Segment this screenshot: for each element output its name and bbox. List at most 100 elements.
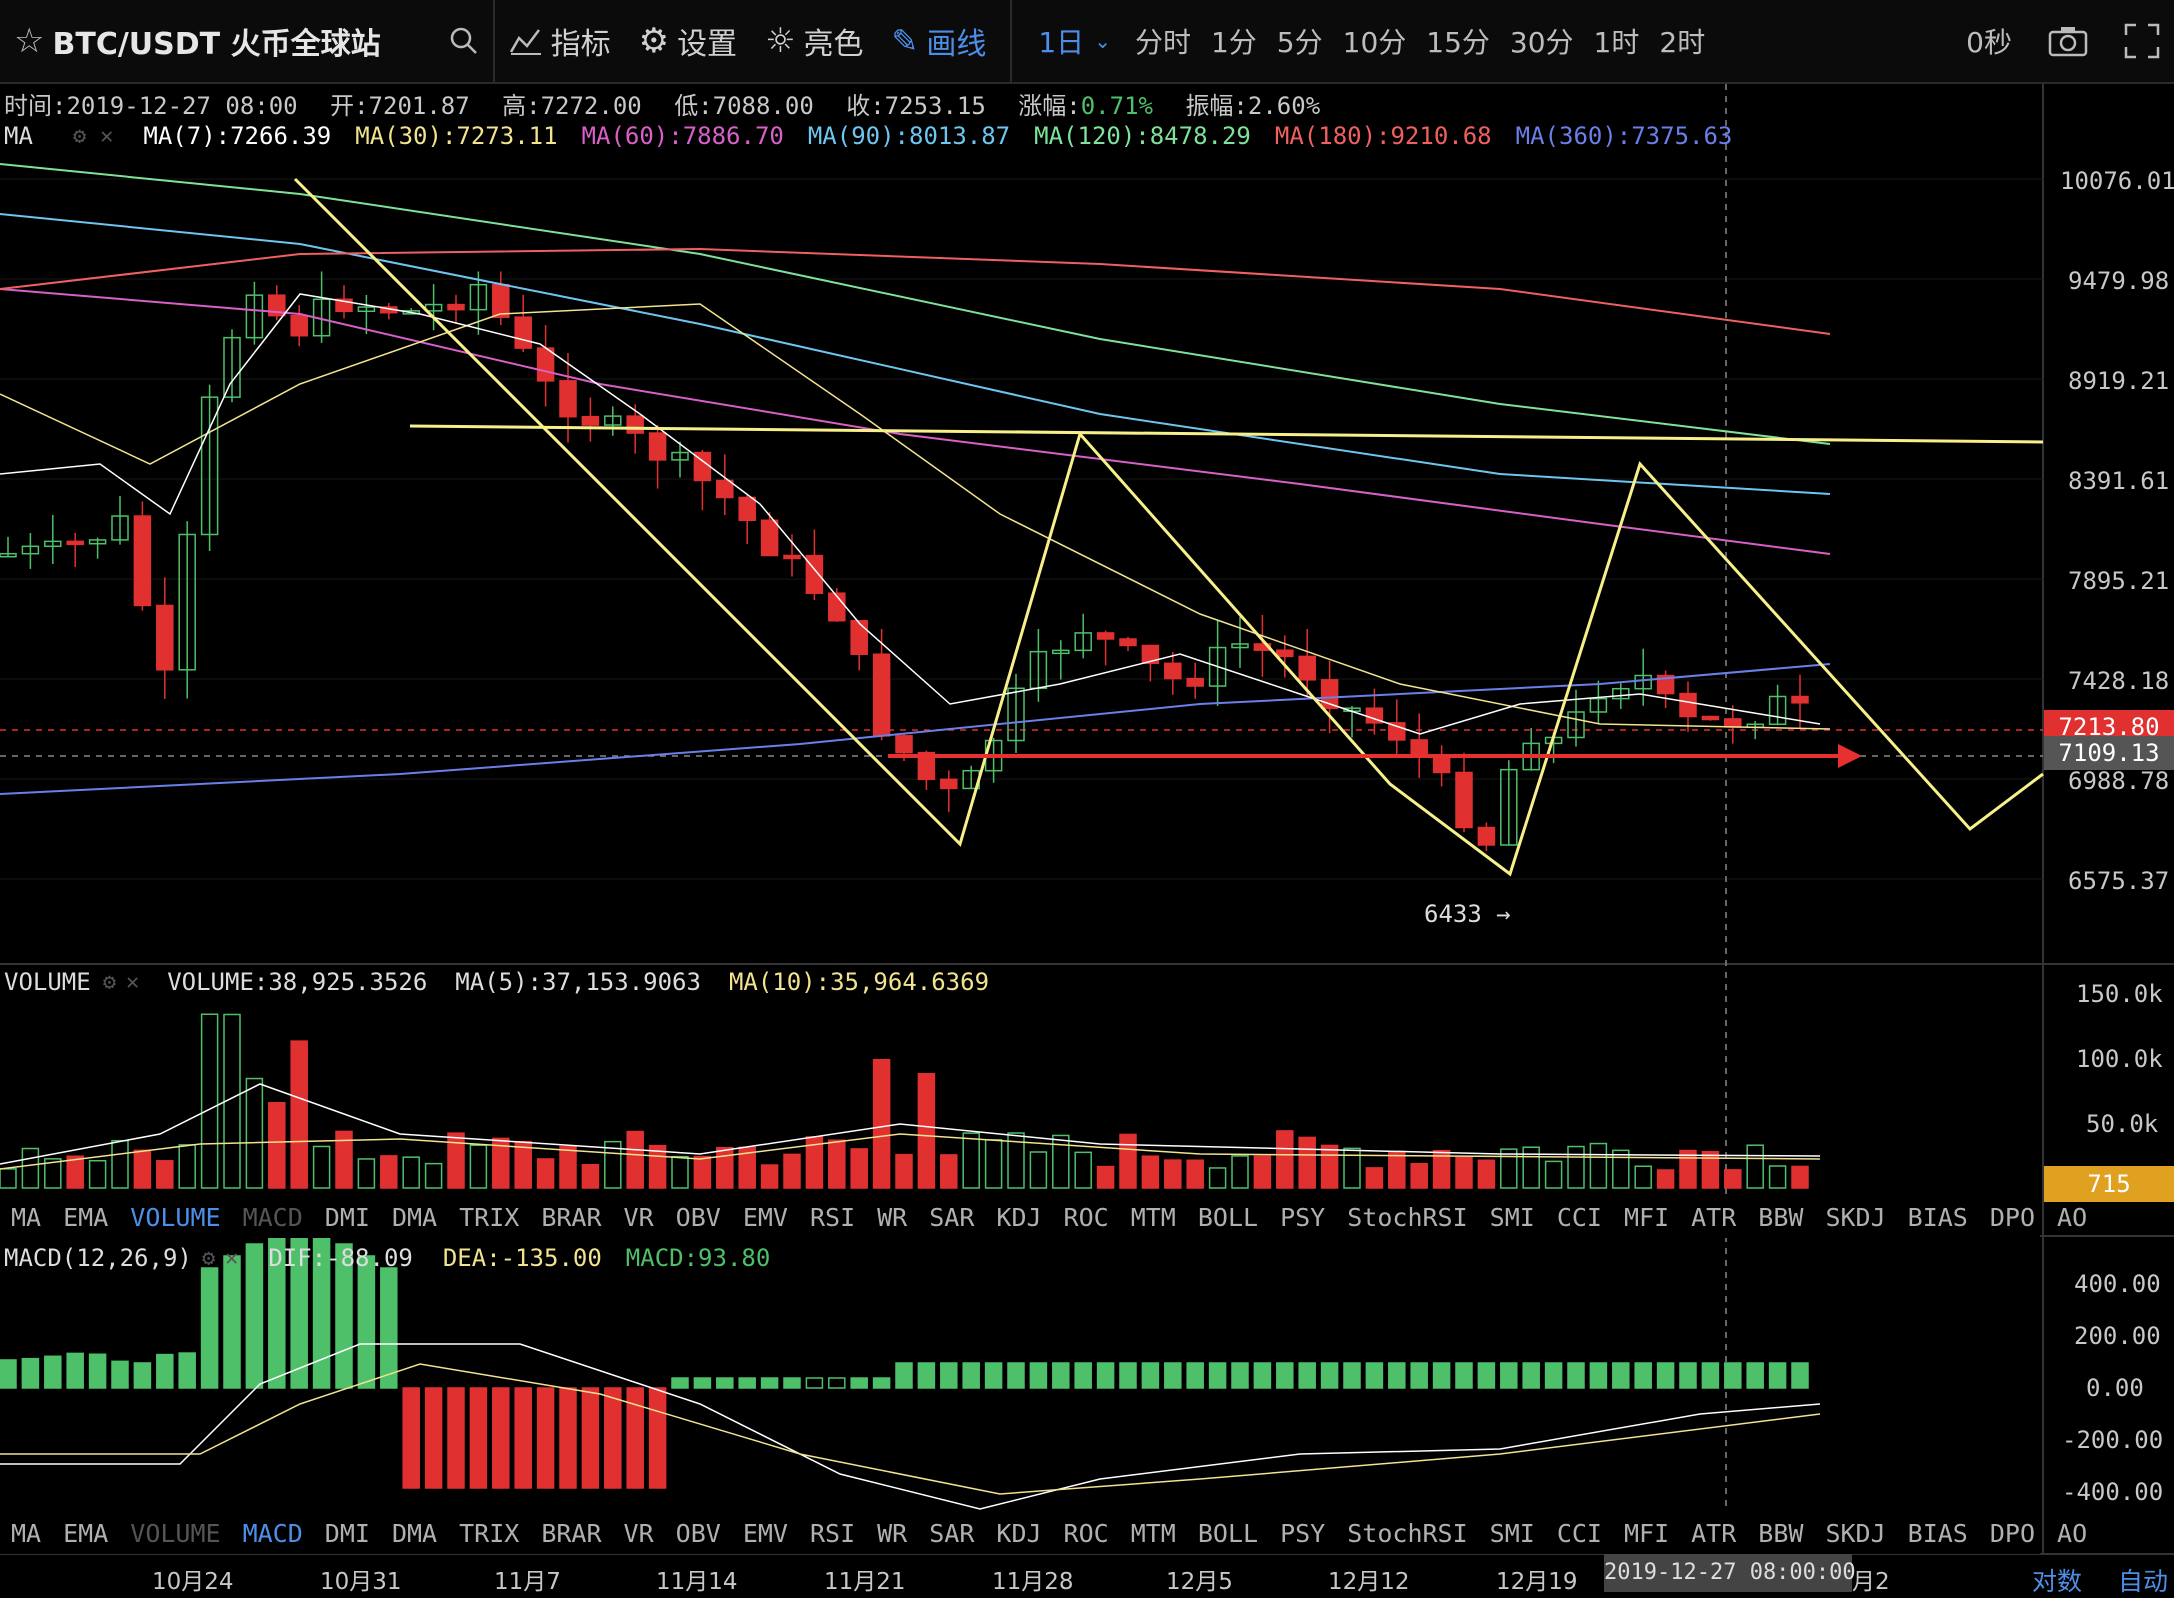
indicator-tab-emv[interactable]: EMV [742, 1202, 788, 1232]
indicator-tab-rsi[interactable]: RSI [809, 1518, 856, 1548]
indicator-tab-atr[interactable]: ATR [1691, 1518, 1737, 1548]
indicator-tab-dma[interactable]: DMA [391, 1202, 438, 1232]
indicator-tab-macd[interactable]: MACD [242, 1518, 303, 1548]
timeframe-15m[interactable]: 15分 [1426, 26, 1490, 59]
indicator-tab-cci[interactable]: CCI [1556, 1202, 1602, 1232]
indicator-tab-cci[interactable]: CCI [1556, 1518, 1602, 1548]
indicator-tab-vr[interactable]: VR [623, 1518, 654, 1548]
chart-area[interactable]: 时间:2019-12-27 08:00 开:7201.87 高:7272.00 … [0, 84, 2174, 1598]
fullscreen-icon[interactable] [2124, 23, 2160, 59]
indicator-tab-sar[interactable]: SAR [929, 1518, 975, 1548]
macd-histogram-bar [1231, 1362, 1249, 1389]
indicator-tab-bias[interactable]: BIAS [1907, 1202, 1968, 1232]
indicator-tab-obv[interactable]: OBV [675, 1202, 721, 1232]
macd-close-icon[interactable]: ✕ [225, 1245, 239, 1271]
indicator-tab-roc[interactable]: ROC [1063, 1202, 1109, 1232]
indicator-tab-ao[interactable]: AO [2057, 1202, 2088, 1232]
indicator-tab-wr[interactable]: WR [877, 1518, 908, 1548]
macd-settings-icon[interactable]: ⚙ [201, 1245, 216, 1271]
indicator-tab-skdj[interactable]: SKDJ [1825, 1202, 1886, 1232]
indicator-tab-bbw[interactable]: BBW [1758, 1202, 1804, 1232]
indicator-tab-obv[interactable]: OBV [675, 1518, 721, 1548]
indicator-tab-mtm[interactable]: MTM [1130, 1518, 1176, 1548]
cursor-time-tag: 2019-12-27 08:00:00 [1604, 1554, 1856, 1592]
indicator-tab-wr[interactable]: WR [877, 1202, 908, 1232]
timeframe-10m[interactable]: 10分 [1342, 26, 1407, 59]
draw-button[interactable]: ✎ 画线 [878, 0, 1001, 82]
volume-bar [44, 1158, 62, 1189]
indicator-tab-psy[interactable]: PSY [1280, 1518, 1326, 1548]
indicator-tab-boll[interactable]: BOLL [1197, 1518, 1259, 1548]
theme-button[interactable]: ☼ 亮色 [751, 0, 877, 82]
indicator-tab-ao[interactable]: AO [2057, 1518, 2088, 1548]
volume-settings-icon[interactable]: ⚙ [102, 969, 116, 995]
price-tick: 8919.21 [2068, 367, 2170, 395]
indicators-button[interactable]: 指标 [495, 0, 625, 82]
indicator-tab-dpo[interactable]: DPO [1989, 1202, 2036, 1232]
indicator-tab-stochrsi[interactable]: StochRSI [1347, 1518, 1468, 1548]
symbol-selector[interactable]: ☆ BTC/USDT 火币全球站 [0, 0, 395, 82]
indicator-tab-dpo[interactable]: DPO [1989, 1518, 2036, 1548]
indicator-tab-ma[interactable]: MA [11, 1518, 42, 1548]
indicator-tab-ema[interactable]: EMA [63, 1202, 109, 1232]
timeframe-1d[interactable]: 1日 [1038, 26, 1085, 59]
indicator-tab-dma[interactable]: DMA [391, 1518, 438, 1548]
indicator-tab-brar[interactable]: BRAR [541, 1518, 602, 1548]
chart-canvas[interactable] [0, 84, 2174, 1598]
candle-body [1500, 768, 1518, 846]
support-arrow-head [1838, 744, 1862, 768]
indicator-tab-volume[interactable]: VOLUME [130, 1518, 221, 1548]
log-scale-toggle[interactable]: 对数 [2032, 1567, 2083, 1596]
indicator-tab-bbw[interactable]: BBW [1758, 1518, 1804, 1548]
chevron-down-icon[interactable]: ⌄ [1094, 29, 1111, 53]
indicator-tab-dmi[interactable]: DMI [324, 1202, 370, 1232]
indicator-tab-trix[interactable]: TRIX [459, 1518, 520, 1548]
ma-settings-icon[interactable]: ⚙ [72, 123, 87, 149]
timeframe-30m[interactable]: 30分 [1509, 26, 1574, 59]
indicator-tab-macd[interactable]: MACD [242, 1202, 303, 1232]
indicator-tab-volume[interactable]: VOLUME [130, 1202, 221, 1232]
macd-tick: -400.00 [2062, 1478, 2164, 1506]
camera-icon[interactable] [2048, 25, 2088, 57]
indicator-tab-psy[interactable]: PSY [1280, 1202, 1326, 1232]
settings-button[interactable]: ⚙ 设置 [625, 0, 751, 82]
indicator-tab-smi[interactable]: SMI [1489, 1518, 1535, 1548]
indicator-tab-boll[interactable]: BOLL [1197, 1202, 1259, 1232]
ma30-label: MA(30):7273.11 [355, 122, 558, 150]
timeframe-1m[interactable]: 1分 [1210, 26, 1257, 59]
indicator-tab-mfi[interactable]: MFI [1623, 1202, 1670, 1232]
star-icon[interactable]: ☆ [14, 21, 45, 61]
volume-bar [1679, 1149, 1697, 1189]
indicator-tab-kdj[interactable]: KDJ [996, 1202, 1042, 1232]
search-button[interactable] [435, 0, 493, 82]
candle-body [626, 415, 644, 434]
volume-bar [1164, 1159, 1182, 1189]
indicator-tab-ema[interactable]: EMA [63, 1518, 109, 1548]
timeframe-2h[interactable]: 2时 [1659, 26, 1706, 59]
indicator-tab-vr[interactable]: VR [623, 1202, 654, 1232]
indicator-tab-sar[interactable]: SAR [929, 1202, 975, 1232]
ma-close-icon[interactable]: ✕ [100, 123, 114, 149]
timeframe-tick[interactable]: 分时 [1134, 26, 1191, 59]
macd-histogram-bar [469, 1387, 488, 1489]
indicator-tab-mtm[interactable]: MTM [1130, 1202, 1176, 1232]
auto-scale-toggle[interactable]: 自动 [2118, 1567, 2169, 1596]
indicator-tab-kdj[interactable]: KDJ [996, 1518, 1042, 1548]
timeframe-5m[interactable]: 5分 [1276, 26, 1323, 59]
volume-bar [1768, 1165, 1787, 1189]
indicator-tab-emv[interactable]: EMV [742, 1518, 788, 1548]
volume-close-icon[interactable]: ✕ [125, 969, 140, 995]
indicator-tab-stochrsi[interactable]: StochRSI [1347, 1202, 1468, 1232]
indicator-tab-trix[interactable]: TRIX [459, 1202, 520, 1232]
indicator-tab-dmi[interactable]: DMI [324, 1518, 370, 1548]
indicator-tab-rsi[interactable]: RSI [809, 1202, 856, 1232]
timeframe-1h[interactable]: 1时 [1593, 26, 1640, 59]
indicator-tab-bias[interactable]: BIAS [1907, 1518, 1968, 1548]
indicator-tab-atr[interactable]: ATR [1691, 1202, 1737, 1232]
indicator-tab-smi[interactable]: SMI [1489, 1202, 1535, 1232]
indicator-tab-skdj[interactable]: SKDJ [1825, 1518, 1886, 1548]
indicator-tab-ma[interactable]: MA [11, 1202, 42, 1232]
indicator-tab-mfi[interactable]: MFI [1623, 1518, 1670, 1548]
indicator-tab-brar[interactable]: BRAR [541, 1202, 602, 1232]
indicator-tab-roc[interactable]: ROC [1063, 1518, 1109, 1548]
